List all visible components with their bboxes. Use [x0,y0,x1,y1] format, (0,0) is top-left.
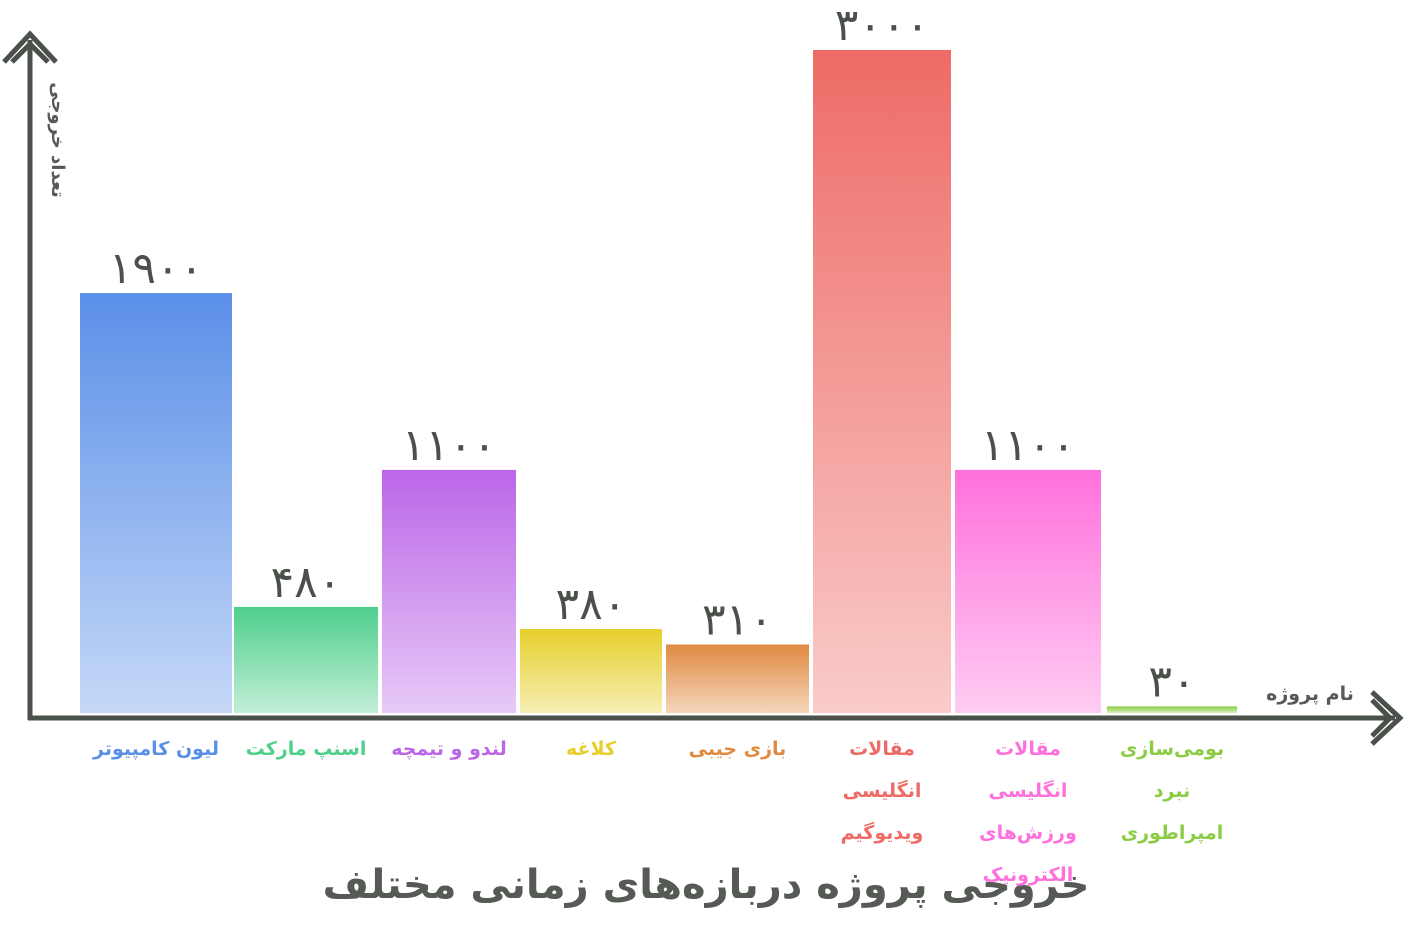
x-tick-label: بازی جیبی [688,738,787,760]
bar [813,50,951,713]
x-tick-label: اسنپ مارکت [245,738,367,760]
x-axis [28,690,1404,746]
value-label: ۳۰ [1148,656,1195,707]
bar [1107,706,1237,713]
value-label: ۱۹۰۰ [109,243,204,294]
x-tick-label: لندو و تیمچه [391,738,507,760]
chart-title: خروجی پروژه دربازه‌های زمانی مختلف [322,862,1090,908]
value-label: ۴۸۰ [271,557,342,608]
value-label: ۳۸۰ [556,579,627,630]
bar [666,644,809,713]
bar [955,469,1101,713]
x-tick-label: مقالات انگلیسی ویدیوگیم [840,738,924,844]
value-label: ۱۱۰۰ [981,420,1076,471]
value-label: ۳۰۰۰ [835,0,930,51]
bar [234,606,378,713]
y-axis [2,30,58,720]
value-label: ۳۱۰ [702,594,773,645]
x-tick-label: کلاغه [566,738,616,760]
x-axis-label: نام پروژه [1266,683,1354,705]
x-tick-label: مقالات انگلیسی ورزش‌های الکترونیک [979,738,1077,886]
x-tick-label: بومی‌سازی نبرد امپراطوری [1119,738,1225,844]
y-axis-label: تعداد خروجی [47,82,68,198]
bar [520,629,662,713]
x-tick-label: لیون کامپیوتر [93,738,219,760]
bar [80,293,232,713]
bar [382,469,516,713]
value-label: ۱۱۰۰ [402,420,497,471]
